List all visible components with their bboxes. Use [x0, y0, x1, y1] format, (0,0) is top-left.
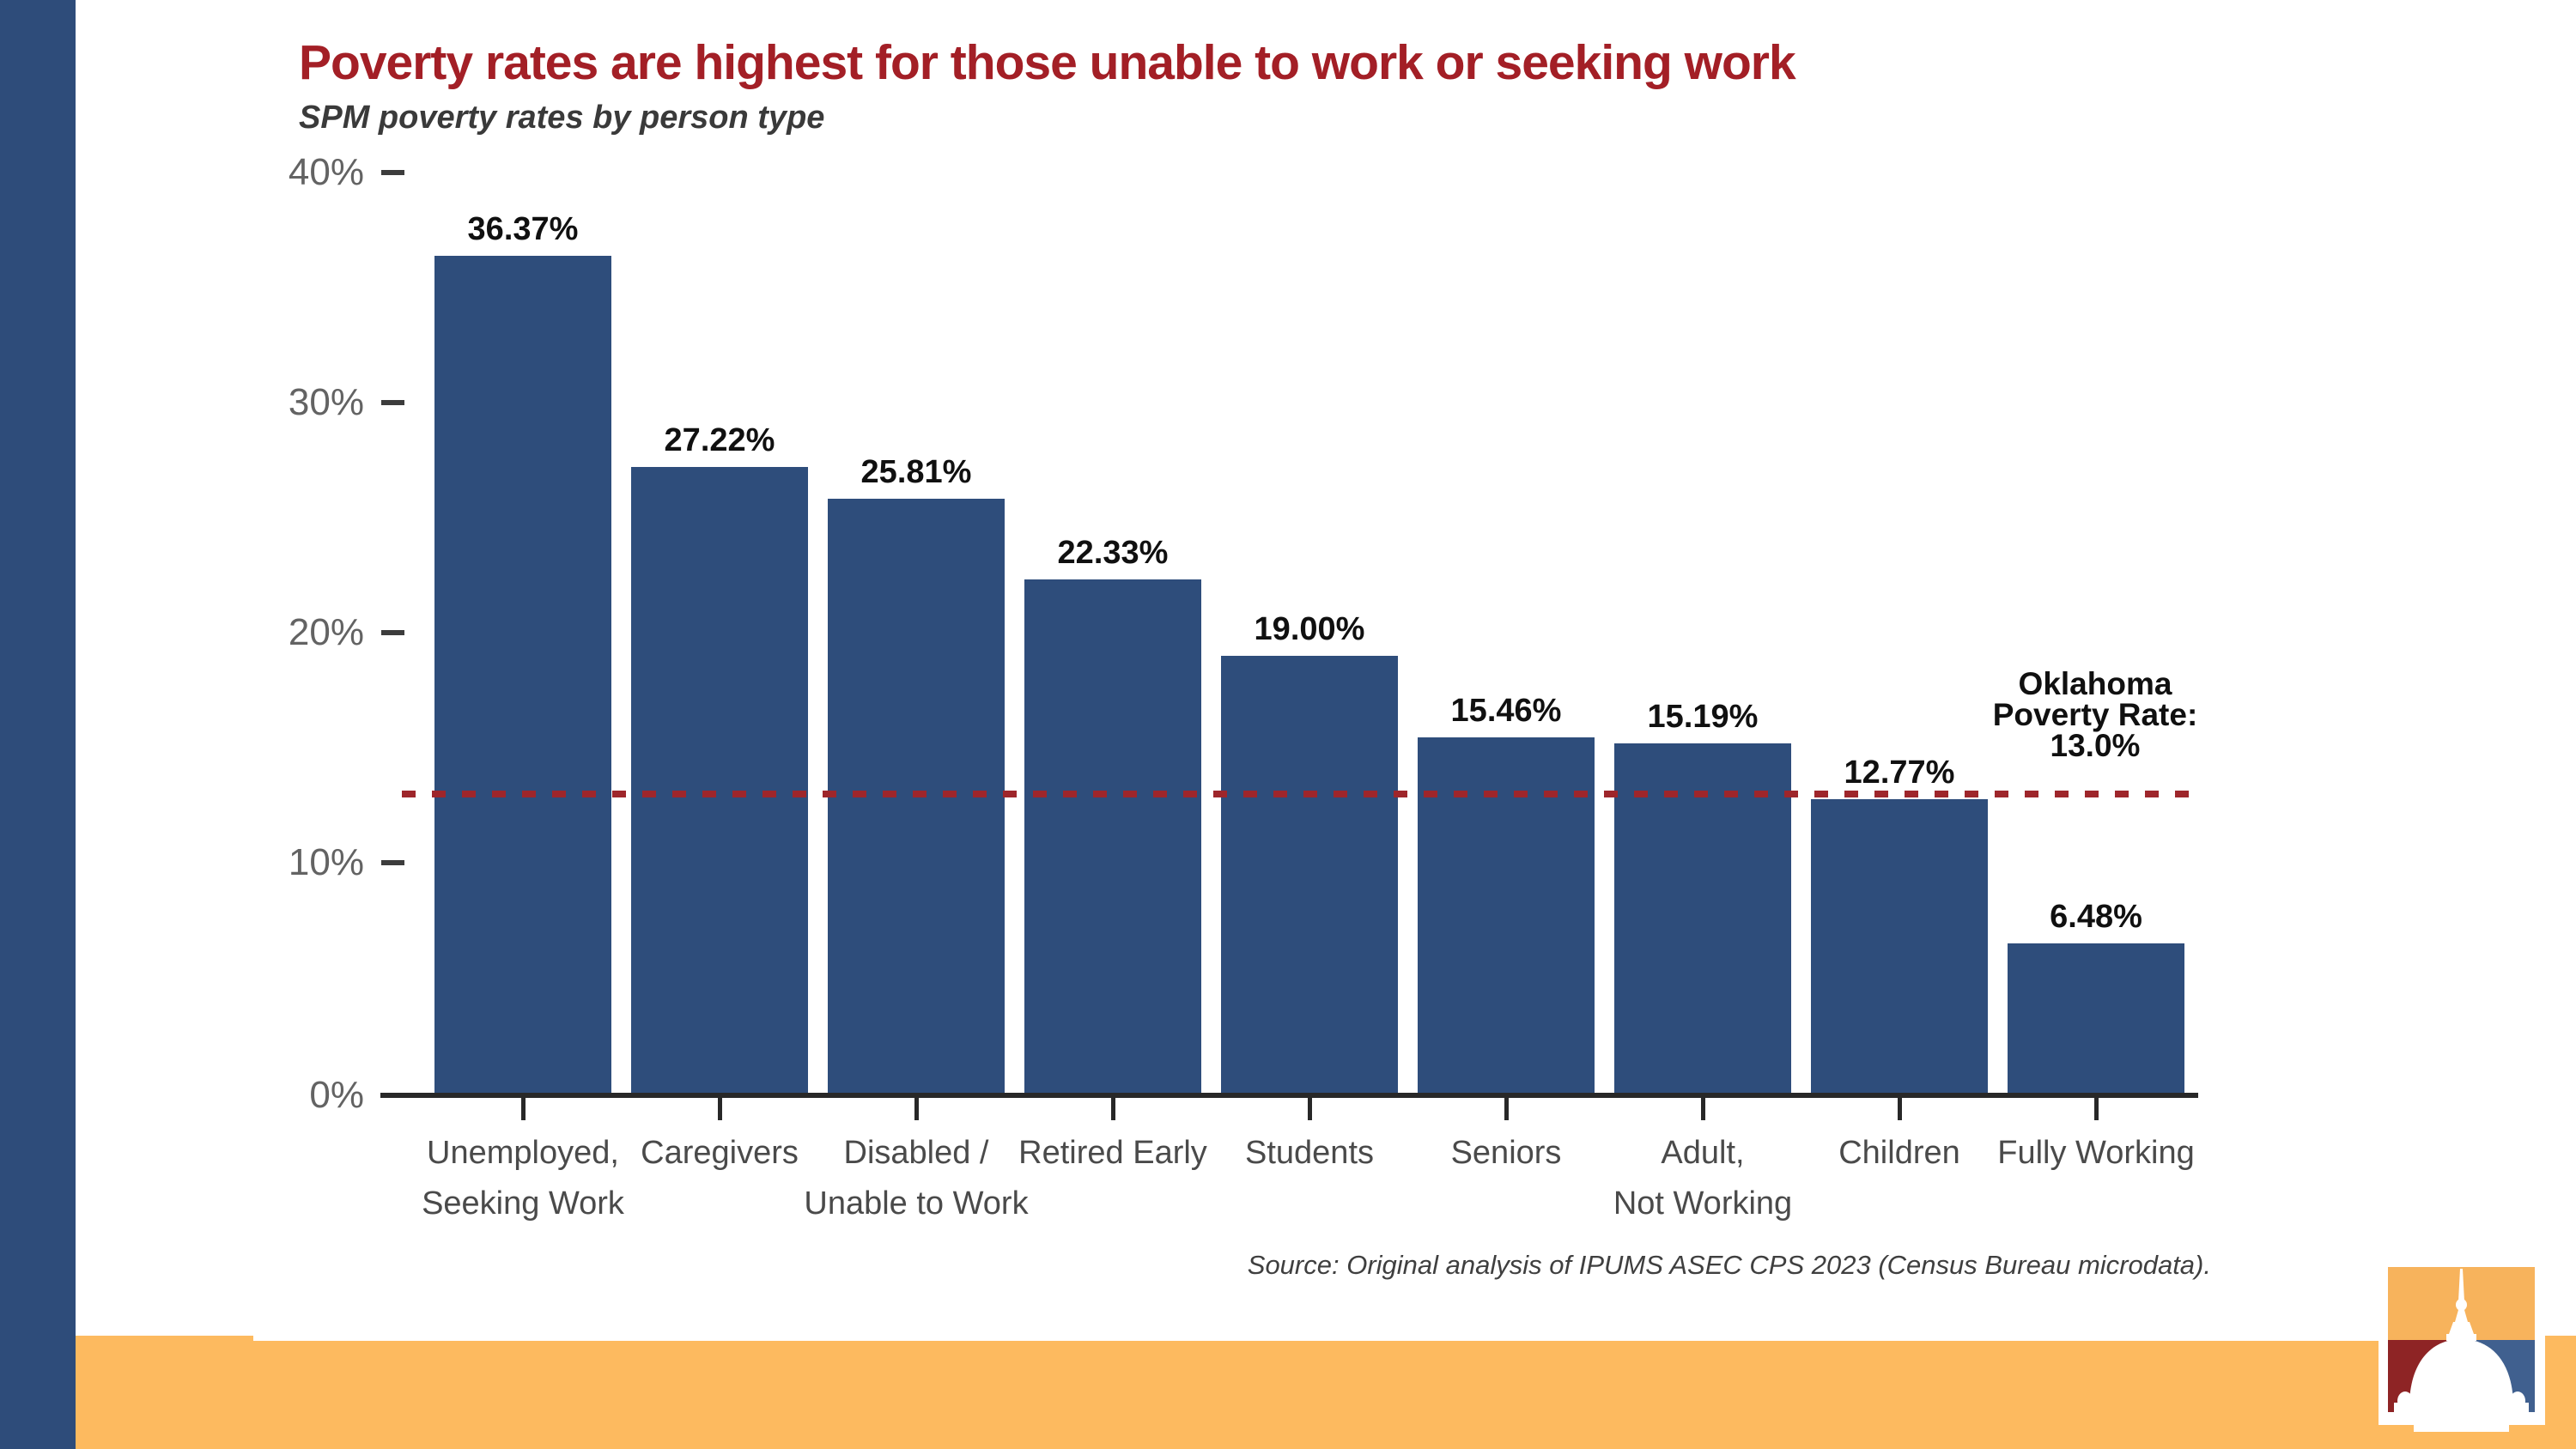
- chart-subtitle: SPM poverty rates by person type: [299, 100, 825, 136]
- organization-logo-card: [2379, 1257, 2545, 1432]
- y-axis-tick-label: 10%: [288, 841, 364, 883]
- x-axis-category-label: Seniors: [1450, 1135, 1562, 1171]
- page-title: Poverty rates are highest for those unab…: [299, 35, 1796, 90]
- x-axis-category-label: Children: [1838, 1135, 1960, 1171]
- bar-value-label: 27.22%: [664, 421, 775, 458]
- bar-7: [1614, 743, 1791, 1093]
- y-axis-tick-mark: [381, 630, 404, 635]
- x-axis-tick: [914, 1098, 919, 1120]
- bar-2: [631, 466, 808, 1093]
- bar-value-label: 15.46%: [1450, 692, 1562, 729]
- bar-value-label: 19.00%: [1254, 610, 1365, 647]
- bar-4: [1024, 579, 1201, 1093]
- bar-value-label: 6.48%: [2050, 899, 2142, 936]
- x-axis-tick: [1504, 1098, 1509, 1120]
- x-axis-category-label: Caregivers: [641, 1135, 799, 1171]
- x-axis-line: [380, 1093, 2198, 1098]
- x-axis-category-label: Unemployed, Seeking Work: [422, 1135, 624, 1222]
- x-axis-category-label: Adult, Not Working: [1613, 1135, 1793, 1222]
- x-axis-category-label: Retired Early: [1018, 1135, 1207, 1171]
- x-axis-tick: [521, 1098, 526, 1120]
- y-axis-tick-label: 20%: [288, 611, 364, 653]
- content-card-bottom-edge: [253, 1336, 2477, 1341]
- bar-9: [2008, 943, 2184, 1093]
- y-axis-tick-mark: [381, 400, 404, 405]
- bar-value-label: 22.33%: [1057, 534, 1169, 571]
- bar-value-label: 36.37%: [467, 211, 579, 248]
- y-axis-tick-label: 30%: [288, 381, 364, 423]
- y-axis-tick-label: 0%: [309, 1074, 364, 1116]
- footer-band: [0, 1336, 2576, 1449]
- y-axis-tick-mark: [381, 170, 404, 175]
- y-axis-tick-label: 40%: [288, 151, 364, 193]
- capitol-dome-icon: [2394, 1269, 2529, 1432]
- x-axis-tick: [1308, 1098, 1312, 1120]
- bar-5: [1221, 655, 1398, 1093]
- reference-line-annotation: Oklahoma Poverty Rate: 13.0%: [1992, 666, 2198, 763]
- y-axis-tick-mark: [381, 860, 404, 865]
- bar-1: [434, 256, 611, 1093]
- x-axis-tick: [1111, 1098, 1115, 1120]
- x-axis-tick: [1701, 1098, 1705, 1120]
- bar-value-label: 25.81%: [860, 454, 972, 491]
- x-axis-tick: [2094, 1098, 2099, 1120]
- bar-value-label: 12.77%: [1844, 754, 1955, 791]
- x-axis-tick: [718, 1098, 722, 1120]
- bar-value-label: 15.19%: [1647, 698, 1759, 735]
- x-axis-tick: [1898, 1098, 1902, 1120]
- bar-8: [1811, 798, 1988, 1093]
- x-axis-category-label: Students: [1245, 1135, 1374, 1171]
- left-accent-bar: [0, 0, 76, 1449]
- x-axis-category-label: Fully Working: [1997, 1135, 2195, 1171]
- x-axis-category-label: Disabled / Unable to Work: [804, 1135, 1029, 1222]
- reference-dashed-line: [402, 790, 2203, 797]
- source-note: Source: Original analysis of IPUMS ASEC …: [1247, 1250, 2211, 1280]
